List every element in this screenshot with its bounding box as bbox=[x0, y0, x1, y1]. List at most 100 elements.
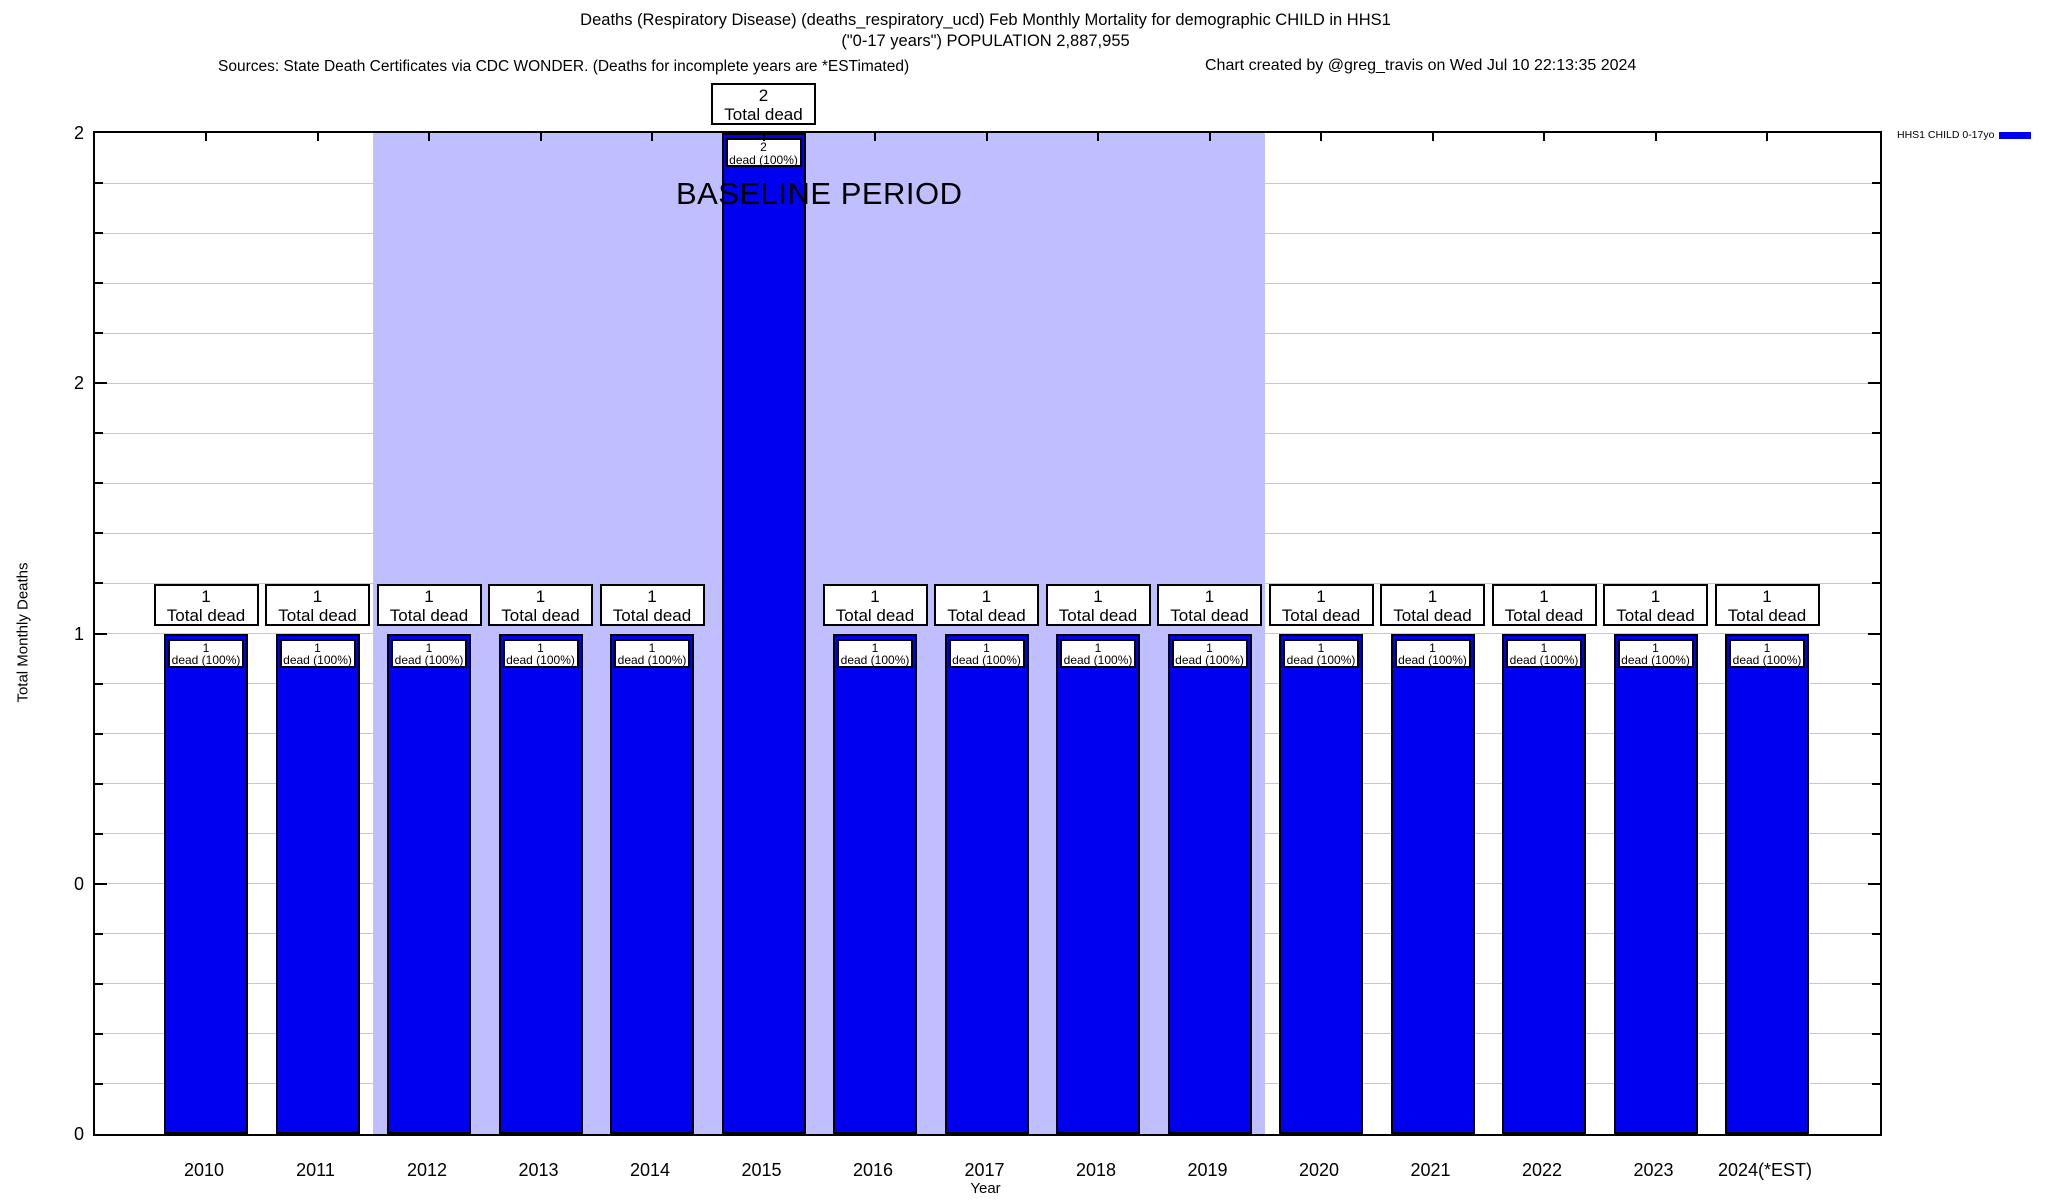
bar-top-label-box: 1 Total dead bbox=[599, 583, 705, 626]
bar-inner-text: dead (100%) bbox=[1286, 653, 1356, 667]
x-axis-title: Year bbox=[970, 1180, 1001, 1197]
bar-top-label-box: 1 Total dead bbox=[822, 583, 928, 626]
x-tick-label: 2016 bbox=[852, 1160, 894, 1180]
bar-total-text: Total dead bbox=[389, 605, 469, 625]
gridline bbox=[95, 332, 1880, 334]
bar-inner-value: 1 bbox=[202, 640, 210, 655]
x-tick-label: 2019 bbox=[1187, 1160, 1228, 1180]
bar-inner-label-box: 1 dead (100%) bbox=[1394, 638, 1471, 668]
bar: 1 dead (100%) bbox=[1725, 633, 1809, 1134]
bar-inner-text: dead (100%) bbox=[729, 152, 798, 167]
y-axis-tick bbox=[95, 232, 103, 235]
y-axis-tick bbox=[1872, 1032, 1880, 1035]
gridline bbox=[95, 232, 1880, 234]
y-axis-tick bbox=[95, 632, 107, 635]
bar: 1 dead (100%) bbox=[164, 633, 248, 1134]
x-tick-label: 2018 bbox=[1075, 1160, 1117, 1180]
gridline bbox=[95, 432, 1880, 434]
y-tick-label: 0 bbox=[73, 1124, 84, 1144]
y-axis-tick bbox=[95, 282, 103, 285]
x-axis-top-tick bbox=[1431, 133, 1434, 141]
y-axis-tick bbox=[95, 932, 103, 935]
bar-inner-text: dead (100%) bbox=[1175, 653, 1244, 667]
bar-total-value: 1 bbox=[1316, 586, 1326, 606]
bar-inner-value: 1 bbox=[1652, 640, 1659, 655]
bar-inner-text: dead (100%) bbox=[394, 653, 464, 667]
bar: 1 dead (100%) bbox=[1167, 633, 1252, 1134]
x-axis-top-tick bbox=[205, 133, 207, 141]
x-axis-top-tick bbox=[316, 133, 319, 141]
bar-total-text: Total dead bbox=[612, 605, 692, 625]
y-axis-tick bbox=[1872, 432, 1880, 435]
bar-inner-text: dead (100%) bbox=[1063, 653, 1133, 667]
bar-top-label-box: 1 Total dead bbox=[1603, 583, 1708, 626]
x-tick-label: 2017 bbox=[964, 1160, 1005, 1180]
y-tick-label: 0 bbox=[73, 873, 84, 894]
y-axis-tick bbox=[1872, 532, 1880, 535]
bar-total-value: 1 bbox=[1427, 586, 1438, 606]
bar-inner-value: 1 bbox=[983, 640, 990, 655]
y-axis-tick bbox=[1872, 482, 1880, 485]
bar-inner-text: dead (100%) bbox=[1621, 653, 1690, 667]
bar-total-value: 1 bbox=[1650, 586, 1661, 606]
y-axis-tick bbox=[95, 582, 103, 585]
y-axis-tick bbox=[95, 982, 103, 985]
y-axis-tick bbox=[1868, 632, 1880, 635]
bar: 1 dead (100%) bbox=[1390, 633, 1475, 1134]
bar-total-text: Total dead bbox=[278, 605, 357, 625]
bar-inner-label-box: 1 dead (100%) bbox=[1283, 638, 1359, 668]
x-tick-label: 2024(*EST) bbox=[1717, 1160, 1813, 1180]
bar-total-text: Total dead bbox=[947, 605, 1026, 625]
bar-inner-value: 1 bbox=[1763, 640, 1771, 655]
x-axis-top-tick bbox=[1654, 133, 1657, 141]
y-axis-tick bbox=[95, 732, 103, 735]
bar-total-text: Total dead bbox=[1281, 605, 1361, 625]
y-axis-tick bbox=[1868, 882, 1880, 885]
x-axis-top-tick bbox=[651, 133, 653, 141]
bar: 1 dead (100%) bbox=[498, 633, 583, 1134]
y-axis-tick bbox=[1872, 332, 1880, 335]
bar-total-text: Total dead bbox=[1504, 605, 1584, 625]
bar-inner-value: 1 bbox=[537, 640, 544, 655]
bar: 1 dead (100%) bbox=[610, 633, 694, 1134]
y-axis-tick bbox=[95, 1082, 103, 1085]
y-axis-tick bbox=[1872, 982, 1880, 985]
x-tick-label: 2015 bbox=[741, 1160, 782, 1180]
bar-total-value: 1 bbox=[1539, 586, 1549, 606]
bar-total-value: 1 bbox=[647, 586, 657, 606]
bar-total-text: Total dead bbox=[835, 605, 915, 625]
bar-top-label-box: 1 Total dead bbox=[1491, 583, 1597, 626]
y-axis-tick bbox=[1872, 782, 1880, 785]
bar-total-value: 1 bbox=[870, 586, 880, 606]
bar-inner-value: 1 bbox=[1094, 640, 1102, 655]
gridline bbox=[95, 382, 1880, 384]
bar-inner-label-box: 1 dead (100%) bbox=[1171, 638, 1248, 668]
x-tick-label: 2010 bbox=[183, 1160, 225, 1180]
bar-total-value: 1 bbox=[535, 586, 546, 606]
y-axis-tick bbox=[1872, 682, 1880, 685]
bar-inner-label-box: 1 dead (100%) bbox=[1506, 638, 1582, 668]
x-axis-top-tick bbox=[985, 133, 988, 141]
bar-inner-label-box: 1 dead (100%) bbox=[502, 638, 579, 668]
bar: 1 dead (100%) bbox=[833, 633, 917, 1134]
bar-top-label-box: 1 Total dead bbox=[934, 583, 1039, 626]
bar: 1 dead (100%) bbox=[1279, 633, 1363, 1134]
y-tick-label: 2 bbox=[73, 373, 84, 394]
bar-top-label-box: 1 Total dead bbox=[153, 583, 259, 626]
bar-total-value: 2 bbox=[758, 86, 769, 105]
y-axis-tick bbox=[95, 182, 103, 185]
bar-inner-text: dead (100%) bbox=[1398, 653, 1467, 667]
bar-top-label-box: 1 Total dead bbox=[1268, 583, 1374, 626]
x-axis-top-tick bbox=[1097, 133, 1099, 141]
bar-total-text: Total dead bbox=[1727, 605, 1807, 625]
plot-area: BASELINE PERIOD 1 dead (100%) 1 Total dead 1 d… bbox=[93, 83, 1882, 1136]
gridline bbox=[95, 482, 1880, 484]
bar: 1 dead (100%) bbox=[944, 633, 1029, 1134]
x-axis-top-tick bbox=[1320, 133, 1322, 141]
x-axis-top-tick bbox=[428, 133, 430, 141]
bar-inner-value: 1 bbox=[1540, 640, 1548, 655]
y-axis-tick bbox=[95, 332, 103, 335]
x-axis-top-tick bbox=[874, 133, 876, 141]
y-axis-tick bbox=[95, 832, 103, 835]
